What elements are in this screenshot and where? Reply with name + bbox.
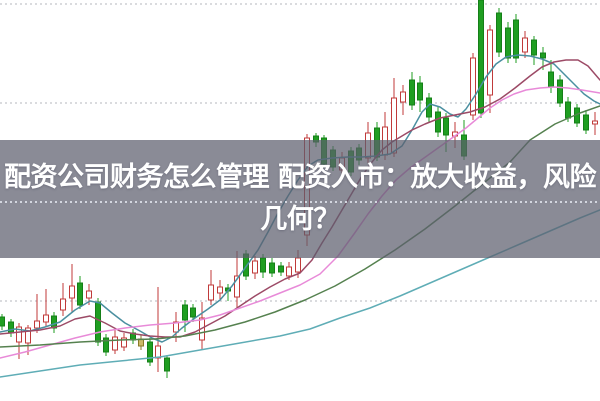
headline: 配资公司财务怎么管理 配资入市：放大收益，风险 几何？ bbox=[0, 157, 600, 241]
candle-body bbox=[146, 341, 154, 363]
candle-body bbox=[469, 57, 477, 116]
candle-body bbox=[556, 79, 564, 104]
candle-body bbox=[216, 286, 224, 294]
candle-body bbox=[181, 304, 189, 321]
candle-body bbox=[416, 82, 424, 101]
headline-line1: 配资公司财务怎么管理 配资入市：放大收益，风险 bbox=[4, 162, 596, 193]
candle-body bbox=[233, 275, 241, 298]
candle-body bbox=[285, 266, 293, 277]
candle-body bbox=[512, 19, 520, 59]
candle-body bbox=[111, 336, 119, 351]
candle-body bbox=[564, 101, 572, 119]
candle-body bbox=[154, 345, 162, 359]
candle-body bbox=[68, 285, 76, 299]
candle-body bbox=[85, 290, 93, 299]
candle-body bbox=[399, 91, 407, 103]
candle-body bbox=[24, 327, 32, 344]
candle-body bbox=[434, 111, 442, 133]
candle-body bbox=[259, 257, 267, 273]
candle-body bbox=[94, 301, 102, 343]
candle-body bbox=[268, 262, 276, 274]
candle-body bbox=[172, 321, 180, 333]
candle-body bbox=[7, 321, 15, 334]
candle-body bbox=[294, 257, 302, 273]
candle-body bbox=[408, 79, 416, 106]
gridlines bbox=[0, 3, 600, 302]
candle-body bbox=[442, 117, 450, 136]
candle-body bbox=[163, 357, 171, 372]
candle-body bbox=[477, 0, 485, 114]
candle-body bbox=[486, 29, 494, 96]
candle-body bbox=[0, 316, 6, 327]
headline-line2: 几何？ bbox=[260, 204, 340, 235]
candle-body bbox=[120, 337, 128, 348]
candle-body bbox=[547, 71, 555, 88]
candle-body bbox=[42, 314, 50, 323]
candle-body bbox=[530, 39, 538, 56]
candle-body bbox=[189, 307, 197, 318]
candle-body bbox=[277, 265, 285, 273]
candle-body bbox=[591, 120, 599, 125]
candle-body bbox=[59, 298, 67, 311]
candle-body bbox=[102, 337, 110, 353]
candle-body bbox=[50, 315, 58, 329]
candle-body bbox=[495, 12, 503, 53]
title-overlay-band: 配资公司财务怎么管理 配资入市：放大收益，风险 几何？ bbox=[0, 140, 600, 258]
candle-body bbox=[15, 326, 23, 343]
candle-body bbox=[251, 260, 259, 274]
candle-body bbox=[504, 27, 512, 59]
candle-body bbox=[207, 284, 215, 301]
candle-body bbox=[539, 52, 547, 59]
candle-body bbox=[582, 114, 590, 131]
candle-body bbox=[521, 37, 529, 53]
candle-body bbox=[76, 282, 84, 306]
candle-body bbox=[33, 320, 41, 329]
